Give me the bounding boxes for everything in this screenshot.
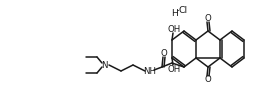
Text: Cl: Cl <box>178 5 188 15</box>
Text: OH: OH <box>167 64 181 74</box>
Text: NH: NH <box>144 67 156 75</box>
Text: H: H <box>172 9 178 18</box>
Text: OH: OH <box>167 24 181 34</box>
Text: ·: · <box>176 5 180 19</box>
Text: O: O <box>205 75 211 84</box>
Text: O: O <box>161 49 167 58</box>
Text: O: O <box>205 14 211 23</box>
Text: N: N <box>101 60 107 69</box>
